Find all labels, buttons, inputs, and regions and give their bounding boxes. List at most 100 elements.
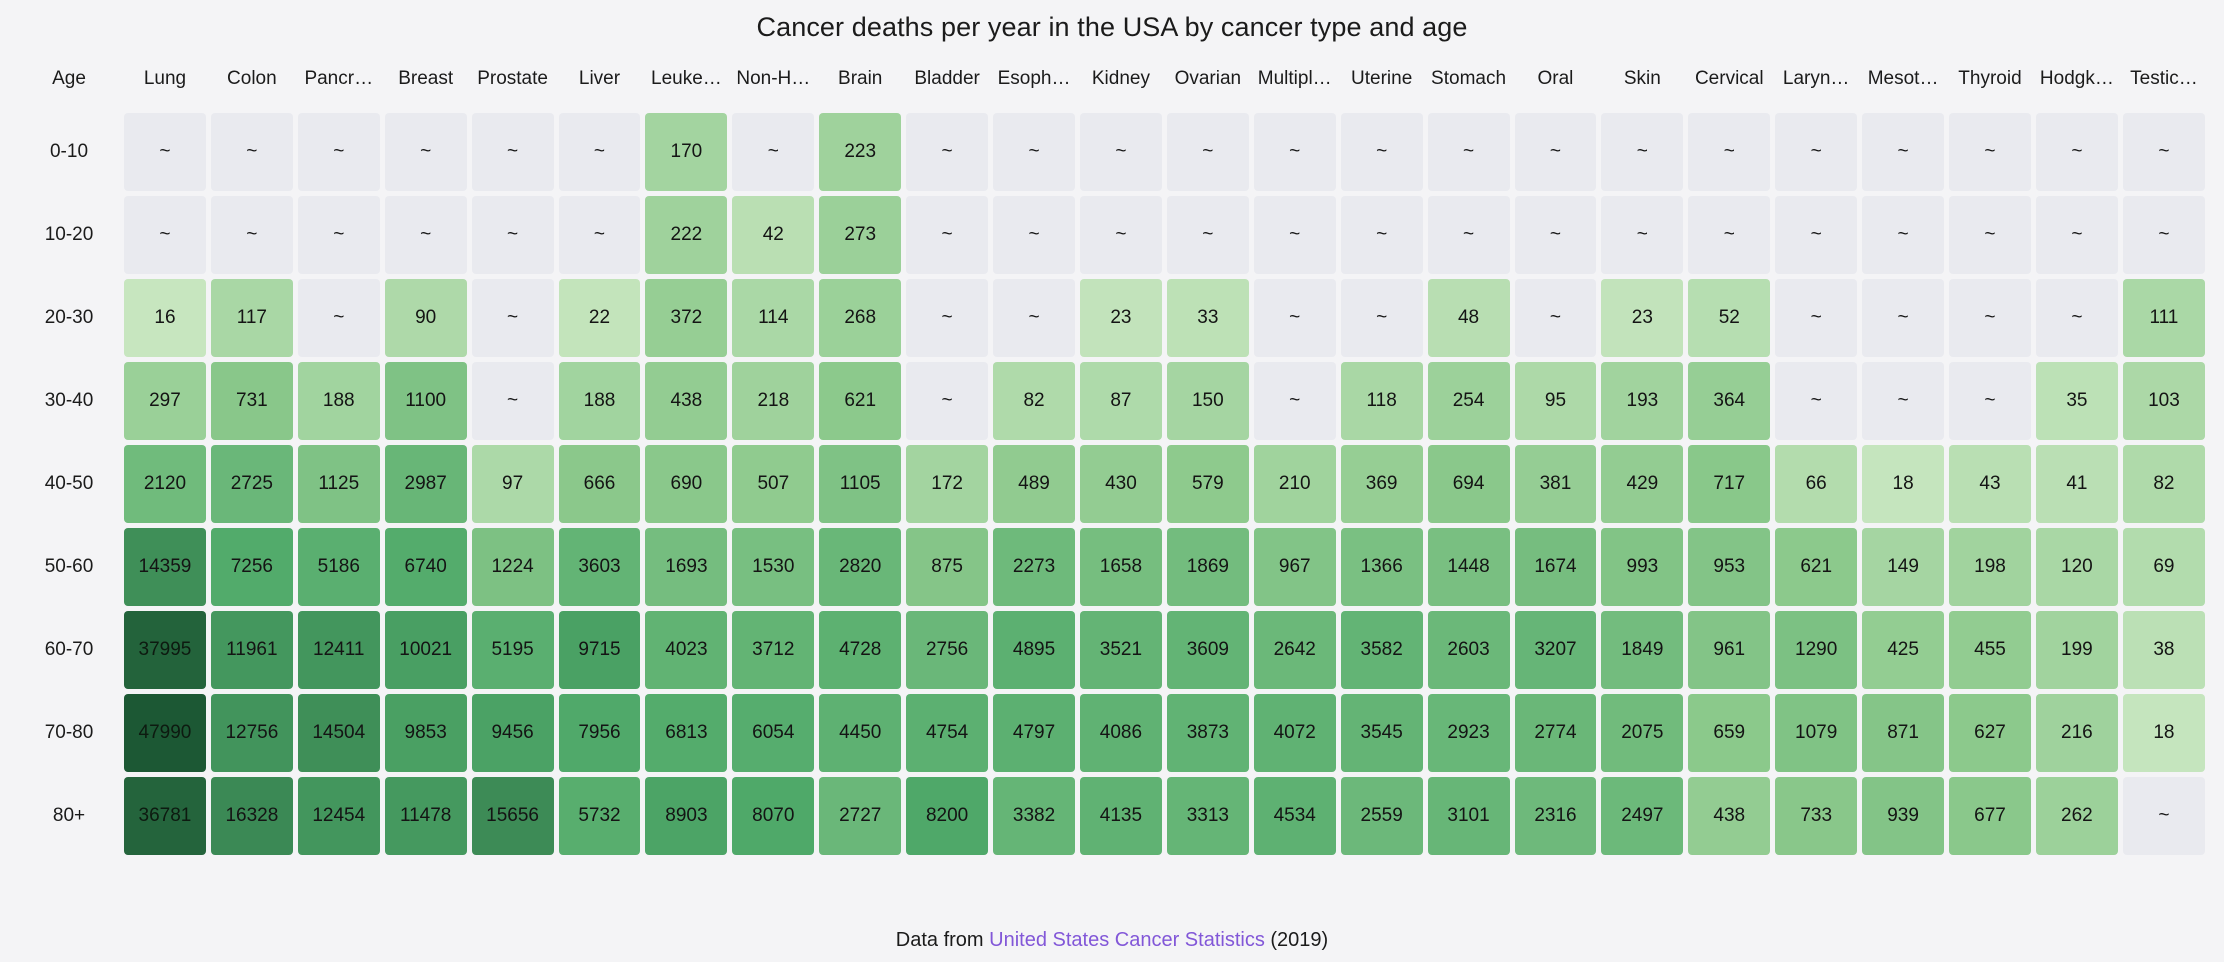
heatmap-cell[interactable]: ~ (1514, 113, 1597, 191)
heatmap-cell[interactable]: 381 (1514, 445, 1597, 523)
heatmap-cell[interactable]: 23 (1601, 279, 1684, 357)
heatmap-cell[interactable]: 262 (2035, 777, 2118, 855)
heatmap-cell[interactable]: 114 (732, 279, 815, 357)
heatmap-cell[interactable]: 11961 (210, 611, 293, 689)
heatmap-cell[interactable]: ~ (297, 279, 380, 357)
heatmap-cell[interactable]: 149 (1862, 528, 1945, 606)
heatmap-cell[interactable]: 47990 (124, 694, 206, 772)
heatmap-cell[interactable]: 37995 (124, 611, 206, 689)
heatmap-cell[interactable]: 11478 (384, 777, 467, 855)
heatmap-cell[interactable]: ~ (471, 113, 554, 191)
heatmap-cell[interactable]: 103 (2122, 362, 2205, 440)
heatmap-cell[interactable]: 6740 (384, 528, 467, 606)
heatmap-cell[interactable]: 4023 (645, 611, 728, 689)
heatmap-cell[interactable]: 82 (993, 362, 1075, 440)
heatmap-cell[interactable]: 2603 (1427, 611, 1510, 689)
heatmap-cell[interactable]: ~ (384, 113, 467, 191)
heatmap-cell[interactable]: ~ (210, 113, 293, 191)
heatmap-cell[interactable]: 95 (1514, 362, 1597, 440)
heatmap-cell[interactable]: ~ (1514, 279, 1597, 357)
heatmap-cell[interactable]: ~ (1340, 196, 1423, 274)
heatmap-cell[interactable]: 18 (2122, 694, 2205, 772)
heatmap-cell[interactable]: 1224 (471, 528, 554, 606)
heatmap-cell[interactable]: 4797 (993, 694, 1075, 772)
heatmap-cell[interactable]: 8200 (906, 777, 989, 855)
heatmap-cell[interactable]: 3582 (1340, 611, 1423, 689)
heatmap-cell[interactable]: 111 (2122, 279, 2205, 357)
heatmap-cell[interactable]: 9715 (558, 611, 641, 689)
heatmap-cell[interactable]: 188 (558, 362, 641, 440)
heatmap-cell[interactable]: ~ (2035, 196, 2118, 274)
heatmap-cell[interactable]: 2316 (1514, 777, 1597, 855)
heatmap-cell[interactable]: 210 (1253, 445, 1336, 523)
heatmap-cell[interactable]: 1290 (1775, 611, 1858, 689)
heatmap-cell[interactable]: ~ (1253, 279, 1336, 357)
heatmap-cell[interactable]: ~ (1514, 196, 1597, 274)
heatmap-cell[interactable]: 2756 (906, 611, 989, 689)
heatmap-cell[interactable]: ~ (558, 196, 641, 274)
heatmap-cell[interactable]: 4534 (1253, 777, 1336, 855)
heatmap-cell[interactable]: ~ (2122, 777, 2205, 855)
heatmap-cell[interactable]: 33 (1166, 279, 1249, 357)
heatmap-cell[interactable]: ~ (1775, 279, 1858, 357)
heatmap-cell[interactable]: ~ (1427, 113, 1510, 191)
heatmap-cell[interactable]: 372 (645, 279, 728, 357)
heatmap-cell[interactable]: 8070 (732, 777, 815, 855)
heatmap-cell[interactable]: 2923 (1427, 694, 1510, 772)
heatmap-cell[interactable]: 621 (819, 362, 902, 440)
heatmap-cell[interactable]: 1869 (1166, 528, 1249, 606)
heatmap-cell[interactable]: 507 (732, 445, 815, 523)
heatmap-cell[interactable]: ~ (1166, 196, 1249, 274)
heatmap-cell[interactable]: 733 (1775, 777, 1858, 855)
heatmap-cell[interactable]: 3313 (1166, 777, 1249, 855)
heatmap-cell[interactable]: 438 (645, 362, 728, 440)
heatmap-cell[interactable]: 297 (124, 362, 206, 440)
heatmap-cell[interactable]: ~ (2035, 279, 2118, 357)
heatmap-cell[interactable]: 2774 (1514, 694, 1597, 772)
heatmap-cell[interactable]: 4728 (819, 611, 902, 689)
heatmap-cell[interactable]: 3603 (558, 528, 641, 606)
heatmap-cell[interactable]: 41 (2035, 445, 2118, 523)
heatmap-cell[interactable]: 369 (1340, 445, 1423, 523)
heatmap-cell[interactable]: 993 (1601, 528, 1684, 606)
heatmap-cell[interactable]: 2273 (993, 528, 1075, 606)
heatmap-cell[interactable]: 273 (819, 196, 902, 274)
heatmap-cell[interactable]: 216 (2035, 694, 2118, 772)
heatmap-cell[interactable]: 455 (1949, 611, 2031, 689)
heatmap-cell[interactable]: ~ (1862, 362, 1945, 440)
heatmap-cell[interactable]: 222 (645, 196, 728, 274)
heatmap-cell[interactable]: 953 (1688, 528, 1771, 606)
heatmap-cell[interactable]: ~ (906, 279, 989, 357)
heatmap-cell[interactable]: 4072 (1253, 694, 1336, 772)
heatmap-cell[interactable]: 172 (906, 445, 989, 523)
heatmap-cell[interactable]: 1079 (1775, 694, 1858, 772)
heatmap-cell[interactable]: ~ (1862, 196, 1945, 274)
heatmap-cell[interactable]: 9456 (471, 694, 554, 772)
heatmap-cell[interactable]: ~ (384, 196, 467, 274)
heatmap-cell[interactable]: 7256 (210, 528, 293, 606)
heatmap-cell[interactable]: 52 (1688, 279, 1771, 357)
heatmap-cell[interactable]: 12411 (297, 611, 380, 689)
heatmap-cell[interactable]: 7956 (558, 694, 641, 772)
heatmap-cell[interactable]: ~ (993, 279, 1075, 357)
heatmap-cell[interactable]: 1366 (1340, 528, 1423, 606)
heatmap-cell[interactable]: ~ (906, 113, 989, 191)
heatmap-cell[interactable]: 198 (1949, 528, 2031, 606)
heatmap-cell[interactable]: 659 (1688, 694, 1771, 772)
heatmap-cell[interactable]: 120 (2035, 528, 2118, 606)
heatmap-cell[interactable]: ~ (558, 113, 641, 191)
heatmap-cell[interactable]: 170 (645, 113, 728, 191)
heatmap-cell[interactable]: ~ (1949, 279, 2031, 357)
heatmap-cell[interactable]: ~ (2122, 113, 2205, 191)
heatmap-cell[interactable]: 6054 (732, 694, 815, 772)
heatmap-cell[interactable]: 12454 (297, 777, 380, 855)
heatmap-cell[interactable]: ~ (906, 196, 989, 274)
heatmap-cell[interactable]: 69 (2122, 528, 2205, 606)
heatmap-cell[interactable]: ~ (1775, 113, 1858, 191)
heatmap-cell[interactable]: ~ (906, 362, 989, 440)
heatmap-cell[interactable]: 66 (1775, 445, 1858, 523)
heatmap-cell[interactable]: 438 (1688, 777, 1771, 855)
heatmap-cell[interactable]: ~ (1079, 113, 1162, 191)
heatmap-cell[interactable]: 3609 (1166, 611, 1249, 689)
heatmap-cell[interactable]: 14504 (297, 694, 380, 772)
